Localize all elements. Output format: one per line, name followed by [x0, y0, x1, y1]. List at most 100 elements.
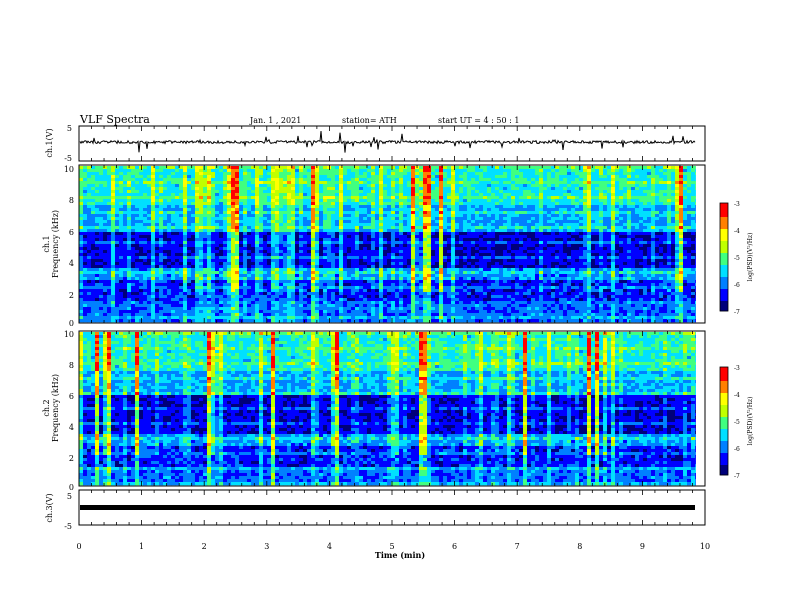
spectrogram-cell	[451, 166, 456, 170]
spectrogram-cell	[519, 250, 524, 254]
spectrogram-cell	[215, 256, 220, 260]
spectrogram-cell	[639, 166, 644, 170]
spectrogram-cell	[495, 190, 500, 194]
spectrogram-cell	[623, 214, 628, 218]
spectrogram-cell	[311, 232, 316, 236]
spectrogram-cell	[259, 217, 264, 221]
spectrogram-cell	[551, 181, 556, 185]
spectrogram-cell	[459, 187, 464, 191]
spectrogram-cell	[615, 247, 620, 251]
spectrogram-cell	[447, 196, 452, 200]
spectrogram-cell	[299, 232, 304, 236]
spectrogram-cell	[483, 181, 488, 185]
spectrogram-cell	[287, 178, 292, 182]
spectrogram-cell	[407, 244, 412, 248]
spectrogram-cell	[599, 205, 604, 209]
spectrogram-cell	[395, 193, 400, 197]
spectrogram-cell	[527, 202, 532, 206]
spectrogram-cell	[295, 229, 300, 233]
spectrogram-cell	[475, 229, 480, 233]
spectrogram-cell	[635, 199, 640, 203]
spectrogram-cell	[559, 214, 564, 218]
spectrogram-cell	[595, 223, 600, 227]
spectrogram-cell	[239, 169, 244, 173]
spectrogram-cell	[119, 205, 124, 209]
spectrogram-cell	[419, 241, 424, 245]
spectrogram-cell	[547, 256, 552, 260]
spectrogram-cell	[539, 166, 544, 170]
spectrogram-cell	[627, 208, 632, 212]
spectrogram-cell	[403, 208, 408, 212]
start-time-label: start UT = 4 : 50 : 1	[438, 116, 519, 125]
spectrogram-cell	[239, 211, 244, 215]
spectrogram-cell	[363, 211, 368, 215]
spectrogram-cell	[279, 172, 284, 176]
spectrogram-cell	[447, 256, 452, 260]
spectrogram-cell	[127, 208, 132, 212]
spectrogram-cell	[667, 178, 672, 182]
spectrogram-cell	[619, 190, 624, 194]
spectrogram-cell	[443, 208, 448, 212]
spectrogram-cell	[691, 250, 696, 254]
spectrogram-cell	[83, 193, 88, 197]
spectrogram-cell	[263, 244, 268, 248]
spectrogram-cell	[359, 172, 364, 176]
spectrogram-cell	[643, 178, 648, 182]
spectrogram-cell	[231, 238, 236, 242]
spectrogram-cell	[87, 223, 92, 227]
spectrogram-cell	[111, 235, 116, 239]
spectrogram-cell	[499, 232, 504, 236]
spectrogram-cell	[535, 223, 540, 227]
spectrogram-cell	[339, 205, 344, 209]
spectrogram-cell	[491, 169, 496, 173]
spectrogram-cell	[135, 211, 140, 215]
spectrogram-cell	[675, 217, 680, 221]
spectrogram-cell	[683, 253, 688, 257]
spectrogram-cell	[183, 238, 188, 242]
spectrogram-cell	[91, 214, 96, 218]
spectrogram-cell	[355, 217, 360, 221]
spectrogram-cell	[199, 250, 204, 254]
spectrogram-cell	[247, 235, 252, 239]
spectrogram-cell	[659, 205, 664, 209]
spectrogram-cell	[311, 166, 316, 170]
spectrogram-cell	[515, 199, 520, 203]
spectrogram-cell	[323, 166, 328, 170]
spectrogram-cell	[255, 232, 260, 236]
spectrogram-cell	[175, 256, 180, 260]
spectrogram-cell	[539, 238, 544, 242]
spectrogram-cell	[403, 199, 408, 203]
spectrogram-cell	[403, 202, 408, 206]
spectrogram-cell	[211, 208, 216, 212]
spectrogram-cell	[627, 253, 632, 257]
spectrogram-cell	[643, 259, 648, 263]
spectrogram-cell	[79, 253, 84, 257]
spectrogram-cell	[287, 166, 292, 170]
spectrogram-cell	[623, 184, 628, 188]
spectrogram-cell	[555, 202, 560, 206]
spectrogram-cell	[487, 253, 492, 257]
spectrogram-cell	[463, 199, 468, 203]
spectrogram-cell	[311, 178, 316, 182]
spectrogram-cell	[475, 259, 480, 263]
spectrogram-cell	[231, 220, 236, 224]
spectrogram-cell	[495, 202, 500, 206]
spectrogram-cell	[199, 259, 204, 263]
spectrogram-cell	[371, 253, 376, 257]
spectrogram-cell	[139, 247, 144, 251]
spectrogram-cell	[143, 187, 148, 191]
spectrogram-cell	[543, 208, 548, 212]
spectrogram-cell	[231, 232, 236, 236]
spectrogram-cell	[323, 214, 328, 218]
spectrogram-cell	[443, 232, 448, 236]
spectrogram-cell	[487, 247, 492, 251]
spectrogram-cell	[191, 241, 196, 245]
spectrogram-cell	[659, 196, 664, 200]
spectrogram-cell	[435, 259, 440, 263]
spectrogram-cell	[215, 196, 220, 200]
spectrogram-cell	[195, 244, 200, 248]
spectrogram-cell	[183, 187, 188, 191]
spectrogram-cell	[303, 226, 308, 230]
spectrogram-cell	[483, 169, 488, 173]
spectrogram-cell	[267, 214, 272, 218]
